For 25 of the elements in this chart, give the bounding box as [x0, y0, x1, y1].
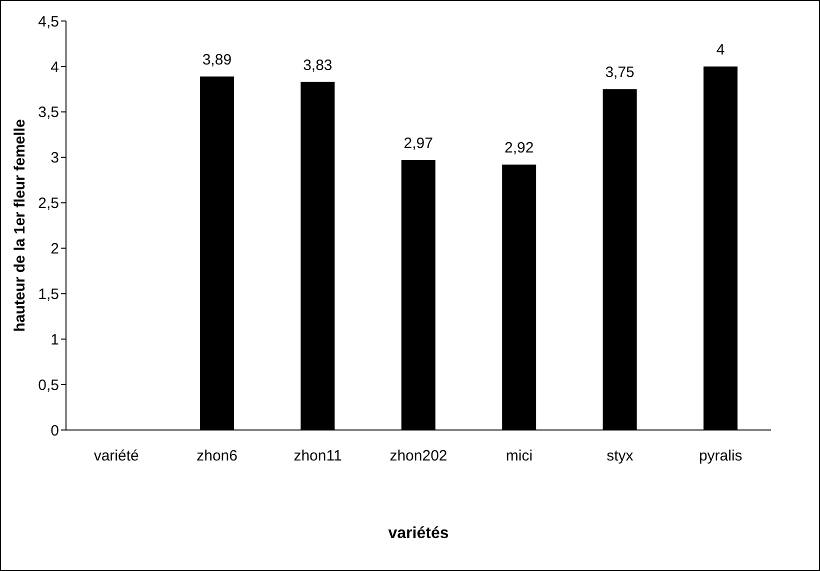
x-tick-label: zhon11	[294, 448, 342, 465]
x-tick-label: variété	[94, 448, 139, 465]
data-label: 2,92	[504, 140, 534, 157]
y-tick-label: 4,5	[38, 13, 59, 30]
y-tick-label: 4	[50, 58, 59, 76]
data-label: 4	[716, 41, 725, 58]
x-tick-label: zhon6	[196, 448, 238, 465]
x-tick-label: pyralis	[698, 448, 742, 465]
y-tick-label: 0,5	[38, 376, 59, 394]
y-tick-label: 1	[50, 331, 59, 348]
y-tick-label: 3,5	[38, 104, 59, 122]
y-axis-title: hauteur de la 1er fleur femelle	[11, 119, 28, 332]
y-tick-label: 3	[50, 150, 59, 167]
data-label: 2,97	[404, 135, 433, 152]
data-label: 3,89	[202, 51, 232, 68]
x-axis-title: variétés	[388, 525, 449, 542]
x-tick-label: mici	[506, 448, 533, 465]
data-label: 3,75	[605, 64, 634, 82]
x-tick-label: zhon202	[390, 448, 448, 465]
data-label: 3,83	[303, 56, 332, 74]
y-tick-label: 1,5	[38, 286, 59, 303]
y-tick-label: 2,5	[38, 195, 59, 212]
y-tick-label: 0	[50, 422, 59, 440]
x-tick-label: styx	[606, 448, 634, 465]
y-tick-label: 2	[50, 240, 59, 258]
